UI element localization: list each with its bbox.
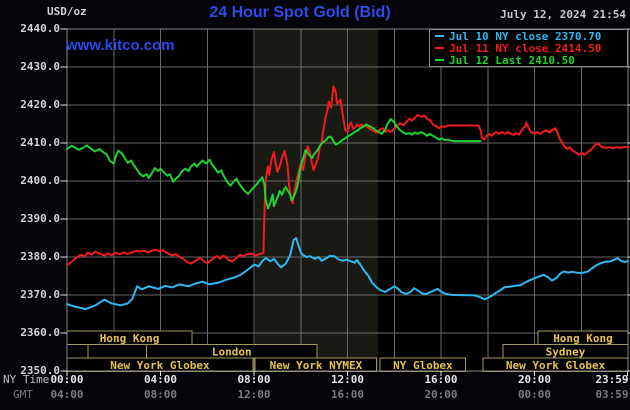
session-label: New York Globex (110, 359, 210, 372)
x-tick-label-ny: 20:00 (517, 373, 552, 386)
page-title: 24 Hour Spot Gold (Bid) (209, 4, 391, 21)
y-tick-label: 2420.0 (20, 98, 60, 111)
y-tick-label: 2370.0 (20, 288, 60, 301)
session-label: New York NYMEX (270, 359, 363, 372)
legend-row: Jul 12 Last 2410.50 (435, 55, 627, 67)
x-tick-label-gmt: 20:00 (424, 388, 458, 401)
x-tick-label-ny: 16:00 (424, 373, 458, 386)
ny-time-axis-caption: NY Time (3, 373, 50, 386)
session-label: NY Globex (393, 359, 453, 372)
gmt-axis-caption: GMT (13, 388, 33, 401)
x-tick-label-ny: 00:00 (50, 373, 84, 386)
session-label: New York Globex (506, 359, 606, 372)
legend-marker-jul10 (435, 34, 444, 37)
y-tick-label: 2410.0 (20, 136, 60, 149)
legend-label-jul12: Jul 12 Last 2410.50 (449, 54, 575, 67)
kitco-watermark: www.kitco.com (66, 37, 175, 54)
x-tick-label-ny: 23:59 (595, 373, 629, 386)
y-axis-unit-label: USD/oz (47, 5, 87, 18)
y-tick-label: 2360.0 (20, 326, 60, 339)
x-tick-label-gmt: 04:00 (50, 388, 84, 401)
y-tick-label: 2440.0 (20, 22, 60, 35)
legend-row: Jul 10 NY close 2370.70 (435, 31, 627, 43)
session-label: London (212, 346, 252, 359)
x-tick-label-gmt: 08:00 (143, 388, 178, 401)
series-line-jul12 (66, 118, 482, 210)
x-tick-label-ny: 12:00 (330, 373, 365, 386)
x-tick-label-gmt: 03:59 (595, 388, 629, 401)
x-tick-label-gmt: 16:00 (330, 388, 365, 401)
legend-row: Jul 11 NY close 2414.50 (435, 43, 627, 55)
session-label: Hong Kong (553, 332, 613, 345)
legend-marker-jul11 (435, 46, 444, 49)
timestamp: July 12, 2024 21:54 (500, 8, 626, 21)
legend-box: Jul 10 NY close 2370.70 Jul 11 NY close … (429, 29, 628, 67)
legend-label-jul11: Jul 11 NY close 2414.50 (449, 42, 602, 55)
x-tick-label-ny: 08:00 (237, 373, 271, 386)
x-tick-label-gmt: 00:00 (517, 388, 552, 401)
session-box (87, 344, 147, 359)
legend-label-jul10: Jul 10 NY close 2370.70 (449, 30, 602, 43)
y-tick-label: 2400.0 (20, 174, 60, 187)
session-label: Hong Kong (100, 332, 160, 345)
y-tick-label: 2380.0 (20, 250, 60, 263)
y-tick-label: 2390.0 (20, 212, 60, 225)
series-line-jul10 (66, 237, 629, 311)
legend-marker-jul12 (435, 58, 444, 61)
session-label: Sydney (546, 346, 586, 359)
y-tick-label: 2430.0 (20, 60, 60, 73)
x-tick-label-gmt: 12:00 (237, 388, 271, 401)
x-tick-label-ny: 04:00 (143, 373, 178, 386)
y-tick-label: 2350.0 (20, 364, 60, 377)
series-line-jul11 (66, 85, 629, 267)
session-box (66, 344, 89, 359)
